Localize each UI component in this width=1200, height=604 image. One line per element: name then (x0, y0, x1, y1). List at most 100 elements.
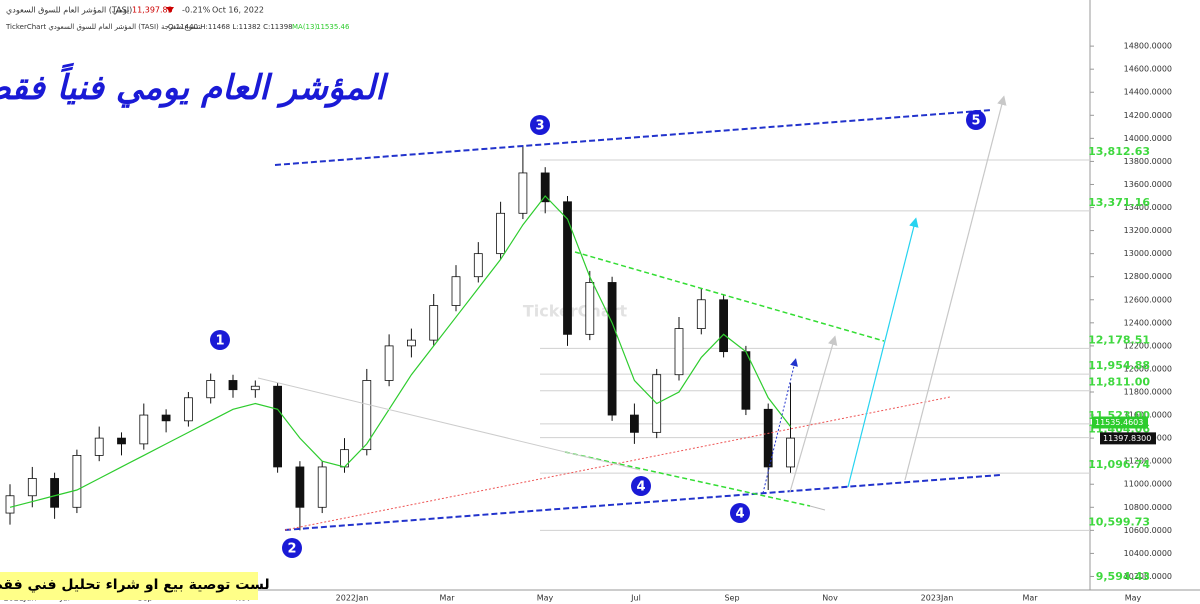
last-price-box (1100, 432, 1156, 445)
candle-body (161, 414, 171, 422)
disclaimer: لست توصية بيع او شراء تحليل فني فقط (0, 577, 270, 593)
candle-body (741, 351, 751, 410)
x-tick-label: Mar (439, 594, 455, 603)
y-tick-label: 11800.0000 (1124, 388, 1172, 397)
y-tick-label: 12600.0000 (1124, 295, 1172, 304)
wave-number: 4 (735, 507, 744, 522)
y-tick-label: 13600.0000 (1124, 180, 1172, 189)
ma-name: MA(13) (292, 23, 317, 31)
x-tick-label: May (1125, 594, 1142, 603)
candle-body (50, 478, 59, 508)
y-tick-label: 10600.0000 (1124, 526, 1172, 535)
price: 11,397.83 (132, 6, 173, 15)
watermark: TickerChart (523, 302, 628, 321)
level-label: 11,811.00 (1088, 376, 1150, 389)
candle-body (540, 172, 550, 203)
wave-circle (210, 330, 230, 350)
candle-body (228, 380, 238, 391)
y-tick-label: 13400.0000 (1124, 203, 1172, 212)
y-tick-label: 14600.0000 (1124, 65, 1172, 74)
candle-body (295, 466, 305, 508)
y-tick-label: 14200.0000 (1124, 111, 1172, 120)
candle-body (139, 414, 149, 445)
source: TickerChart المؤشر العام للسوق السعودي (… (5, 23, 202, 31)
wave-circle (631, 476, 651, 496)
candle-body (317, 466, 327, 508)
drawings (257, 95, 1007, 531)
change: -0.21% (182, 6, 211, 15)
x-tick-label: 2022Jan (336, 594, 369, 603)
candle-body (384, 345, 394, 381)
y-tick-label: 14400.0000 (1124, 88, 1172, 97)
candle-body (585, 282, 595, 335)
y-tick-label: 12000.0000 (1124, 364, 1172, 373)
wave-number: 3 (535, 119, 544, 134)
wave-labels: 1 2 3 4 4 5 (210, 110, 986, 558)
candle-body (696, 299, 706, 329)
support-line (284, 396, 951, 531)
y-tick-label: 14800.0000 (1124, 42, 1172, 51)
candle-body (5, 495, 15, 514)
trend-line (274, 109, 993, 166)
index-name: المؤشر العام للسوق السعودي (TASI) (6, 6, 132, 15)
last-price-label: 11397.8300 (1103, 434, 1151, 443)
wave-circle (530, 115, 550, 135)
wave-number: 5 (971, 114, 980, 129)
channel-extension (809, 505, 826, 511)
y-tick-label: 14000.0000 (1124, 134, 1172, 143)
y-tick-label: 13000.0000 (1124, 249, 1172, 258)
target-arrow (762, 358, 798, 494)
y-tick-label: 10400.0000 (1124, 549, 1172, 558)
x-tick-label: 2023Jan (921, 594, 954, 603)
level-label: 12,178.51 (1088, 333, 1150, 346)
y-tick-label: 11200.0000 (1124, 457, 1172, 466)
candle-body (473, 253, 483, 278)
level-label: 11,954.88 (1088, 359, 1150, 372)
candle-body (719, 299, 728, 353)
candle-body (674, 328, 684, 376)
candle-body (451, 276, 461, 306)
ma-line (9, 195, 791, 508)
disclaimer-box (0, 572, 258, 600)
target-arrow (789, 335, 838, 493)
grey-line (257, 377, 641, 471)
channel-line (574, 251, 885, 342)
y-tick-label: 11600.0000 (1124, 411, 1172, 420)
target-arrow (904, 95, 1007, 481)
candle-body (117, 437, 126, 445)
down-arrow (166, 7, 174, 13)
candle-body (183, 397, 193, 422)
plot: 10200.0000 10400.0000 10600.0000 10800.0000… (4, 42, 1172, 603)
candle-body (250, 385, 260, 391)
candle-body (607, 282, 617, 416)
candle-body (786, 437, 795, 468)
y-tick-label: 10800.0000 (1124, 503, 1172, 512)
channel-line (564, 451, 811, 507)
y-tick-label: 12200.0000 (1124, 341, 1172, 350)
x-tick-label: Nov (822, 594, 838, 603)
candle-body (94, 437, 104, 456)
level-label: 13,812.63 (1088, 145, 1150, 158)
candle-body (429, 305, 439, 341)
candle-body (563, 201, 572, 335)
y-tick-label: 10200.0000 (1124, 572, 1172, 581)
date: Oct 16, 2022 (212, 6, 264, 15)
y-tick-label: 13200.0000 (1124, 226, 1172, 235)
x-tick-label: May (537, 594, 554, 603)
ohlc: O:11440 H:11468 L:11382 C:11398 (168, 23, 293, 31)
annotation-title: المؤشر العام يومي فنياً فقط (0, 63, 389, 108)
header: المؤشر العام للسوق السعودي (TASI) يومي 1… (5, 6, 350, 32)
level-label: 11,096.74 (1088, 458, 1150, 471)
wave-number: 4 (636, 480, 645, 495)
level-label: 13,371.16 (1088, 196, 1150, 209)
level-label: 9,594.43 (1096, 570, 1150, 583)
candle-body (763, 408, 773, 468)
candle-body (496, 212, 506, 255)
ma-last-label: 11535.4603 (1095, 418, 1143, 427)
period: يومي (112, 6, 129, 15)
candle-body (518, 172, 528, 214)
y-tick-label: 12400.0000 (1124, 318, 1172, 327)
y-tick-label: 12800.0000 (1124, 272, 1172, 281)
ma-value: 11535.46 (316, 23, 350, 31)
